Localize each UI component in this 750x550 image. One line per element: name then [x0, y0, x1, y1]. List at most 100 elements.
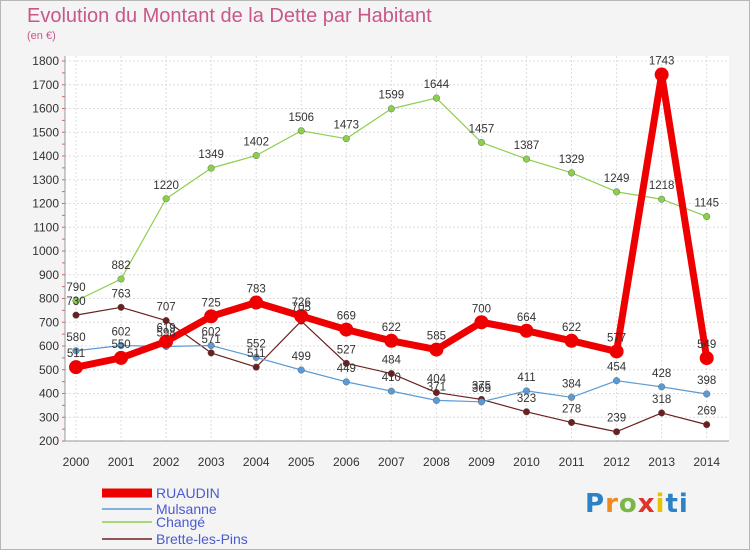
- data-label: 1506: [288, 112, 314, 124]
- data-point-ruaudin: [384, 333, 399, 348]
- data-point-brette-les-pins: [568, 418, 576, 426]
- data-label: 384: [562, 378, 582, 390]
- data-point-changé: [477, 138, 485, 146]
- y-tick-label: 1700: [32, 78, 59, 92]
- data-label: 375: [472, 380, 491, 392]
- series-line-brette-les-pins: [345, 362, 392, 375]
- data-label: 511: [247, 348, 265, 360]
- x-tick-label: 2007: [378, 455, 405, 469]
- series-line-changé: [525, 158, 573, 174]
- data-point-ruaudin: [339, 322, 354, 337]
- series-line-brette-les-pins: [570, 421, 618, 433]
- data-label: 1743: [649, 56, 675, 68]
- x-tick-label: 2006: [333, 455, 360, 469]
- data-point-changé: [162, 195, 170, 203]
- y-tick-label: 600: [39, 339, 59, 353]
- series-line-changé: [210, 154, 257, 169]
- series-line-mulsanne: [480, 390, 528, 403]
- series-line-brette-les-pins: [165, 319, 212, 354]
- data-label: 1473: [334, 120, 360, 132]
- data-label: 398: [697, 375, 716, 387]
- data-point-mulsanne: [297, 366, 305, 374]
- data-label: 580: [66, 332, 85, 344]
- data-label: 1329: [559, 154, 585, 166]
- series-line-changé: [120, 198, 167, 280]
- data-point-mulsanne: [432, 396, 440, 404]
- data-point-changé: [342, 135, 350, 143]
- data-label: 598: [157, 327, 176, 339]
- data-label: 725: [202, 297, 221, 309]
- data-point-brette-les-pins: [252, 363, 260, 371]
- data-point-changé: [658, 195, 666, 203]
- data-label: 411: [517, 372, 535, 384]
- data-point-ruaudin: [429, 342, 444, 357]
- series-line-mulsanne: [75, 344, 122, 352]
- data-label: 602: [202, 327, 221, 339]
- series-line-ruaudin: [342, 326, 395, 345]
- series-line-brette-les-pins: [615, 412, 663, 433]
- series-line-brette-les-pins: [75, 306, 122, 316]
- data-label: 730: [66, 296, 85, 308]
- y-tick-label: 300: [39, 410, 59, 424]
- data-point-ruaudin: [699, 351, 714, 366]
- data-point-brette-les-pins: [72, 311, 80, 319]
- series-line-mulsanne: [570, 380, 618, 398]
- series-line-mulsanne: [661, 386, 708, 395]
- y-tick-label: 900: [39, 268, 59, 282]
- data-label: 619: [157, 322, 176, 334]
- series-line-brette-les-pins: [210, 352, 257, 368]
- data-point-mulsanne: [117, 342, 125, 350]
- data-point-brette-les-pins: [432, 389, 440, 397]
- data-label: 371: [427, 381, 446, 393]
- x-tick-label: 2012: [603, 455, 630, 469]
- data-label: 707: [157, 302, 176, 314]
- data-point-mulsanne: [252, 353, 260, 361]
- series-line-brette-les-pins: [120, 306, 167, 322]
- data-point-ruaudin: [609, 344, 624, 359]
- x-tick-label: 2003: [198, 455, 225, 469]
- series-line-ruaudin: [117, 337, 170, 362]
- data-label: 318: [652, 394, 671, 406]
- x-tick-label: 2002: [153, 455, 180, 469]
- series-line-ruaudin: [252, 299, 305, 320]
- data-label: 365: [472, 383, 491, 395]
- data-label: 404: [427, 374, 447, 386]
- data-point-mulsanne: [342, 378, 350, 386]
- data-label: 622: [562, 322, 581, 334]
- x-tick-label: 2001: [108, 455, 135, 469]
- series-line-changé: [390, 97, 437, 110]
- y-tick-label: 1800: [32, 54, 59, 68]
- y-tick-label: 1300: [32, 173, 59, 187]
- x-tick-label: 2008: [423, 455, 450, 469]
- x-tick-label: 2009: [468, 455, 495, 469]
- data-point-mulsanne: [658, 383, 666, 391]
- data-label: 527: [337, 344, 356, 356]
- chart-unit: (en €): [27, 30, 56, 42]
- data-label: 549: [697, 339, 716, 351]
- y-tick-label: 700: [39, 315, 59, 329]
- y-tick-label: 1100: [33, 220, 59, 234]
- data-label: 410: [382, 372, 401, 384]
- proxiti-logo: Proxiti: [585, 489, 689, 519]
- series-line-mulsanne: [525, 390, 573, 398]
- data-label: 882: [111, 260, 130, 272]
- data-label: 790: [66, 282, 85, 294]
- series-line-changé: [345, 108, 392, 140]
- data-point-mulsanne: [703, 390, 711, 398]
- series-line-mulsanne: [165, 344, 212, 348]
- data-label: 1349: [198, 149, 224, 161]
- data-point-changé: [207, 164, 215, 172]
- x-tick-label: 2011: [559, 455, 585, 469]
- data-point-changé: [613, 188, 621, 196]
- x-tick-label: 2000: [63, 455, 90, 469]
- series-line-changé: [480, 141, 528, 160]
- data-label: 577: [607, 332, 626, 344]
- data-point-brette-les-pins: [117, 303, 125, 311]
- data-point-ruaudin: [114, 350, 129, 365]
- series-line-mulsanne: [345, 381, 392, 392]
- series-line-ruaudin: [568, 337, 621, 355]
- data-point-mulsanne: [387, 387, 395, 395]
- data-label: 602: [111, 327, 130, 339]
- data-label: 499: [292, 351, 311, 363]
